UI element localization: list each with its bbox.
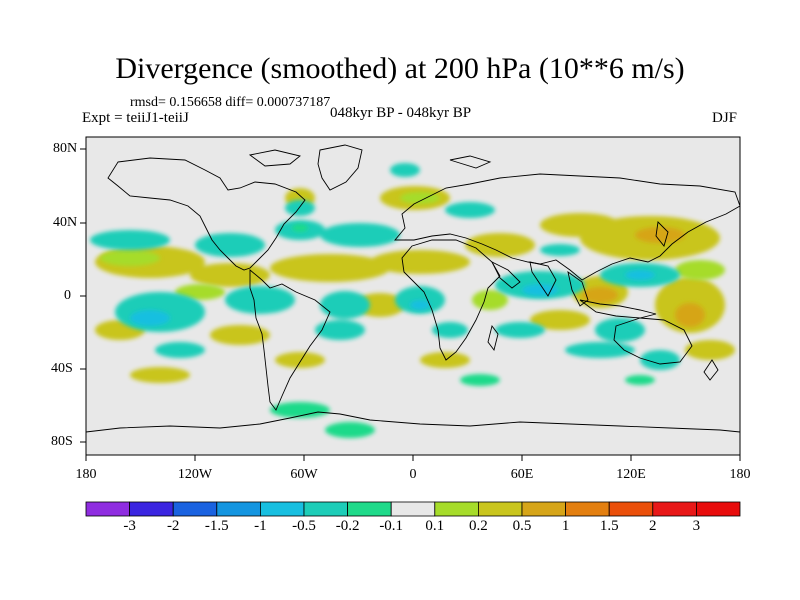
colorbar-label: -0.5 (292, 518, 316, 534)
colorbar-label: -1 (254, 518, 267, 534)
lat-label: 80S (51, 434, 73, 449)
period-label: 048kyr BP - 048kyr BP (330, 105, 472, 121)
lat-label: 0 (64, 288, 71, 303)
experiment-label: Expt = teiiJ1-teiiJ (82, 110, 189, 126)
lat-label: 40S (51, 361, 73, 376)
colorbar-label: 0.2 (469, 518, 488, 534)
colorbar-label: -0.2 (335, 518, 360, 534)
plot-title: Divergence (smoothed) at 200 hPa (10**6 … (115, 52, 685, 85)
stats-text: rmsd= 0.156658 diff= 0.000737187 (130, 95, 331, 110)
colorbar-label: 1.5 (599, 518, 619, 534)
lon-label: 60E (510, 467, 534, 482)
lon-label: 180 (729, 467, 751, 482)
colorbar-swatch (696, 501, 741, 517)
colorbar-swatch (347, 501, 392, 517)
colorbar-label: -1.5 (204, 518, 229, 534)
colorbar-swatch (652, 501, 697, 517)
lon-label: 180 (75, 467, 97, 482)
colorbar-swatch (521, 501, 566, 517)
lat-label: 40N (53, 215, 78, 230)
colorbar-label: 3 (692, 518, 701, 534)
colorbar (85, 501, 741, 517)
colorbar-swatch (85, 501, 130, 517)
colorbar-swatch (303, 501, 348, 517)
colorbar-swatch (216, 501, 261, 517)
axis-ticks (80, 148, 741, 461)
colorbar-label: -2 (166, 518, 180, 534)
colorbar-swatch (172, 501, 218, 517)
lon-label: 0 (409, 467, 417, 482)
lon-label: 60W (290, 467, 318, 482)
colorbar-swatch (259, 501, 305, 517)
colorbar-swatch (565, 501, 610, 517)
colorbar-swatch (129, 501, 174, 517)
colorbar-swatch (390, 501, 436, 517)
colorbar-label: 2 (649, 518, 657, 534)
lat-label: 80N (53, 141, 78, 156)
colorbar-label: 0.5 (512, 518, 532, 534)
lon-label: 120E (616, 467, 646, 482)
colorbar-label: 0.1 (425, 518, 445, 534)
colorbar-label: -3 (123, 518, 136, 534)
colorbar-swatch (608, 501, 654, 517)
coastlines (86, 144, 740, 433)
season-label: DJF (712, 110, 738, 126)
colorbar-swatch (477, 501, 523, 517)
divergence-field (86, 144, 740, 438)
colorbar-label: 1 (561, 518, 570, 534)
lon-label: 120W (177, 467, 213, 482)
colorbar-label: -0.1 (379, 518, 404, 534)
colorbar-swatch (434, 501, 479, 517)
